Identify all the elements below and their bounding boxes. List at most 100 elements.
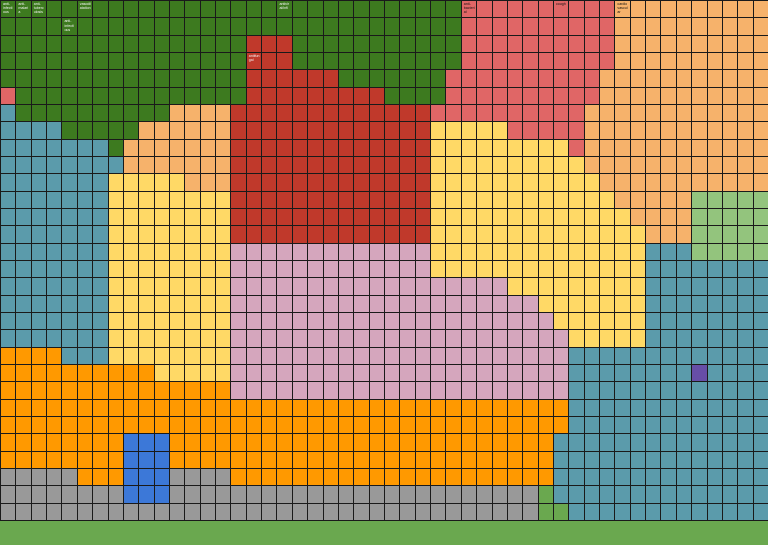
grid-cell: [46, 208, 63, 227]
grid-cell: [675, 329, 693, 348]
grid-cell: [61, 242, 78, 261]
grid-cell: [476, 485, 493, 504]
grid-cell: [506, 242, 524, 261]
grid-cell: [430, 242, 447, 261]
grid-cell: [153, 364, 170, 383]
grid-cell: [752, 468, 768, 487]
grid-cell: [0, 416, 17, 435]
grid-cell: [215, 121, 232, 140]
grid-cell: [46, 104, 63, 123]
grid-cell: [291, 416, 309, 435]
grid-cell: [353, 0, 370, 19]
grid-cell: [184, 69, 201, 88]
grid-cell: [261, 138, 278, 157]
grid-cell: [245, 312, 263, 331]
grid-cell: [199, 364, 217, 383]
grid-cell: [368, 312, 385, 331]
grid-cell: [122, 156, 140, 175]
grid-cell: [215, 364, 232, 383]
grid-cell: [522, 312, 539, 331]
grid-cell: [0, 52, 17, 71]
grid-cell: [138, 34, 155, 53]
grid-cell: [61, 433, 78, 452]
grid-cell: [230, 17, 247, 36]
grid-cell: [168, 346, 186, 365]
grid-cell: [138, 502, 155, 521]
grid-cell: [552, 86, 570, 105]
grid-cell: [122, 138, 140, 157]
grid-cell: [46, 312, 63, 331]
grid-cell: [184, 173, 201, 192]
grid-cell: [199, 277, 217, 296]
grid-cell: [107, 208, 124, 227]
grid-cell: [138, 173, 155, 192]
grid-cell: [737, 138, 754, 157]
grid-cell: [660, 260, 677, 279]
grid-cell: [92, 69, 109, 88]
grid-cell: [15, 416, 32, 435]
grid-cell: [245, 450, 263, 469]
grid-cell: [153, 242, 170, 261]
grid-cell: [92, 364, 109, 383]
grid-cell: [399, 312, 416, 331]
grid-cell: [322, 190, 339, 209]
grid-cell: [629, 416, 647, 435]
grid-cell: [399, 381, 416, 400]
grid-cell: [568, 294, 585, 313]
grid-cell: [537, 104, 554, 123]
grid-cell: [414, 121, 432, 140]
grid-cell: [15, 121, 32, 140]
grid-cell: [414, 138, 432, 157]
grid-cell: [491, 69, 508, 88]
grid-cell: [522, 242, 539, 261]
grid-cell: [184, 225, 201, 244]
grid-cell: [583, 121, 601, 140]
grid-cell: [245, 208, 263, 227]
grid-cell: [706, 225, 723, 244]
grid-cell: [706, 173, 723, 192]
grid-cell: [522, 52, 539, 71]
grid-cell: [583, 138, 601, 157]
grid-cell: [92, 242, 109, 261]
grid-cell: [153, 329, 170, 348]
grid-cell: [61, 34, 78, 53]
grid-cell: [537, 242, 554, 261]
grid-cell: [491, 173, 508, 192]
grid-cell: [752, 485, 768, 504]
grid-cell: [384, 138, 401, 157]
bottom-band: [0, 520, 768, 545]
grid-cell: [476, 0, 493, 19]
grid-cell: [307, 381, 324, 400]
grid-cell: [322, 52, 339, 71]
grid-cell: [706, 329, 723, 348]
grid-cell: [552, 138, 570, 157]
grid-cell: [30, 69, 48, 88]
grid-cell: [368, 450, 385, 469]
grid-cell: [307, 450, 324, 469]
grid-cell: [168, 138, 186, 157]
grid-cell: [0, 86, 17, 105]
grid-cell: [460, 86, 478, 105]
grid-cell: [153, 138, 170, 157]
grid-cell: [307, 104, 324, 123]
grid-cell: [245, 468, 263, 487]
grid-cell: [568, 346, 585, 365]
grid-cell: [307, 225, 324, 244]
grid-cell: [245, 242, 263, 261]
grid-cell: [61, 260, 78, 279]
grid-cell: [460, 450, 478, 469]
grid-cell: [614, 433, 631, 452]
grid-cell: [522, 433, 539, 452]
grid-cell: [691, 121, 708, 140]
grid-cell: [276, 104, 293, 123]
grid-cell: [122, 0, 140, 19]
grid-cell: [0, 502, 17, 521]
grid-cell: [491, 329, 508, 348]
grid-cell: [445, 190, 462, 209]
grid-cell: [15, 104, 32, 123]
grid-cell: [107, 416, 124, 435]
grid-cell: [460, 485, 478, 504]
grid-cell: [460, 260, 478, 279]
grid-cell: [629, 121, 647, 140]
grid-cell: [430, 225, 447, 244]
